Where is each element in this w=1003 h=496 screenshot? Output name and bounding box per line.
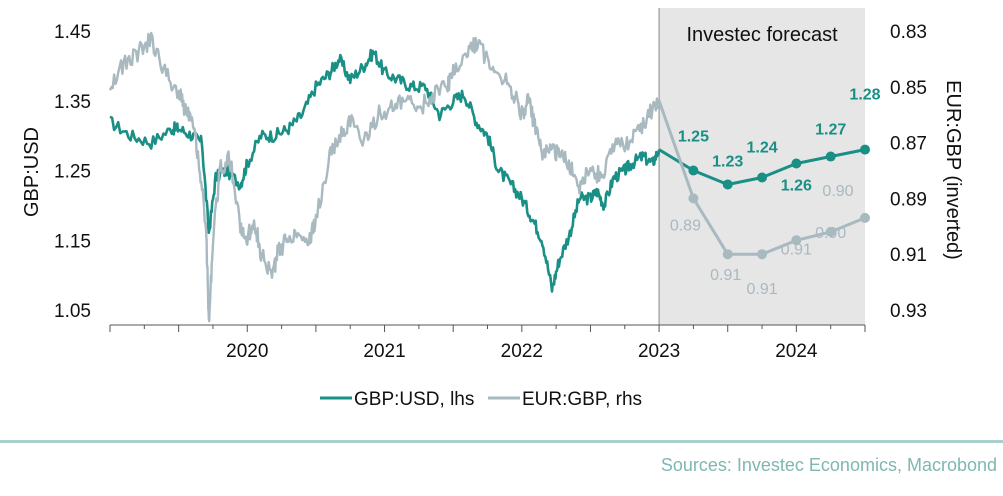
left-tick-label: 1.45 — [54, 22, 91, 43]
gbpusd-forecast-point — [757, 172, 768, 183]
legend: GBP:USD, lhs EUR:GBP, rhs — [320, 389, 642, 410]
x-tick-label: 2020 — [226, 341, 268, 362]
gbpusd-forecast-point — [791, 158, 802, 169]
eurgbp-data-label: 0.91 — [746, 281, 777, 298]
eurgbp-forecast-point — [757, 249, 768, 260]
forecast-label: Investec forecast — [686, 24, 838, 46]
right-tick-label: 0.85 — [890, 78, 927, 99]
eurgbp-data-label: 0.91 — [710, 267, 741, 284]
right-tick-label: 0.87 — [890, 134, 927, 155]
x-tick-label: 2021 — [363, 341, 405, 362]
forecast-labels: 1.251.231.24 1.26 1.27 1.28 0.89 0.91 0.91 0.91… — [670, 87, 881, 299]
eurgbp-forecast-point — [825, 226, 836, 237]
x-tick-label: 2023 — [638, 341, 680, 362]
legend-label-gbpusd: GBP:USD, lhs — [354, 389, 474, 410]
eurgbp-forecast-point — [722, 249, 733, 260]
left-tick-label: 1.15 — [54, 231, 91, 252]
right-tick-label: 0.91 — [890, 245, 927, 266]
x-tick-label: 2024 — [775, 341, 818, 362]
chart: Investec forecast 1.45 1.35 1.25 1.15 1.05 0… — [21, 8, 964, 410]
right-axis-ticks: 0.83 0.85 0.87 0.89 0.91 0.93 — [890, 22, 927, 322]
eurgbp-data-label: 0.91 — [781, 241, 812, 258]
left-tick-label: 1.05 — [54, 301, 91, 322]
left-axis-ticks: 1.45 1.35 1.25 1.15 1.05 — [54, 22, 91, 322]
eurgbp-forecast-point — [860, 212, 870, 223]
forecast-region — [659, 8, 865, 325]
eurgbp-data-label: 0.89 — [670, 217, 701, 234]
gbpusd-forecast-point — [825, 151, 836, 162]
gbpusd-data-label: 1.27 — [815, 122, 846, 139]
gbpusd-forecast-point — [688, 165, 699, 176]
eurgbp-history-line — [108, 31, 661, 323]
gbpusd-history-line — [109, 48, 661, 293]
gbpusd-data-label: 1.23 — [712, 153, 743, 170]
eurgbp-forecast-point — [791, 235, 802, 246]
gbpusd-data-label: 1.24 — [746, 139, 777, 156]
legend-label-eurgbp: EUR:GBP, rhs — [522, 389, 642, 410]
eurgbp-data-label: 0.90 — [822, 183, 853, 200]
x-tick-label: 2022 — [501, 341, 543, 362]
right-tick-label: 0.89 — [890, 189, 927, 210]
right-axis-title: EUR:GBP (inverted) — [942, 80, 964, 260]
left-tick-label: 1.25 — [54, 162, 91, 183]
source-note: Sources: Investec Economics, Macrobond — [660, 455, 997, 475]
gbpusd-forecast-point — [722, 179, 733, 190]
gbpusd-data-label: 1.25 — [678, 129, 709, 146]
x-axis: 2020 2021 2022 2023 2024 — [109, 324, 866, 362]
gbpusd-data-label: 1.28 — [849, 87, 880, 104]
footer-rule — [0, 440, 1003, 443]
gbpusd-forecast-point — [860, 144, 870, 155]
eurgbp-data-label: 0.90 — [815, 225, 846, 242]
left-axis-title: GBP:USD — [21, 127, 43, 217]
eurgbp-forecast-point — [688, 193, 699, 204]
gbpusd-data-label: 1.26 — [781, 178, 812, 195]
left-tick-label: 1.35 — [54, 92, 91, 113]
right-tick-label: 0.93 — [890, 301, 927, 322]
forecast-points — [688, 144, 870, 260]
right-tick-label: 0.83 — [890, 22, 927, 43]
